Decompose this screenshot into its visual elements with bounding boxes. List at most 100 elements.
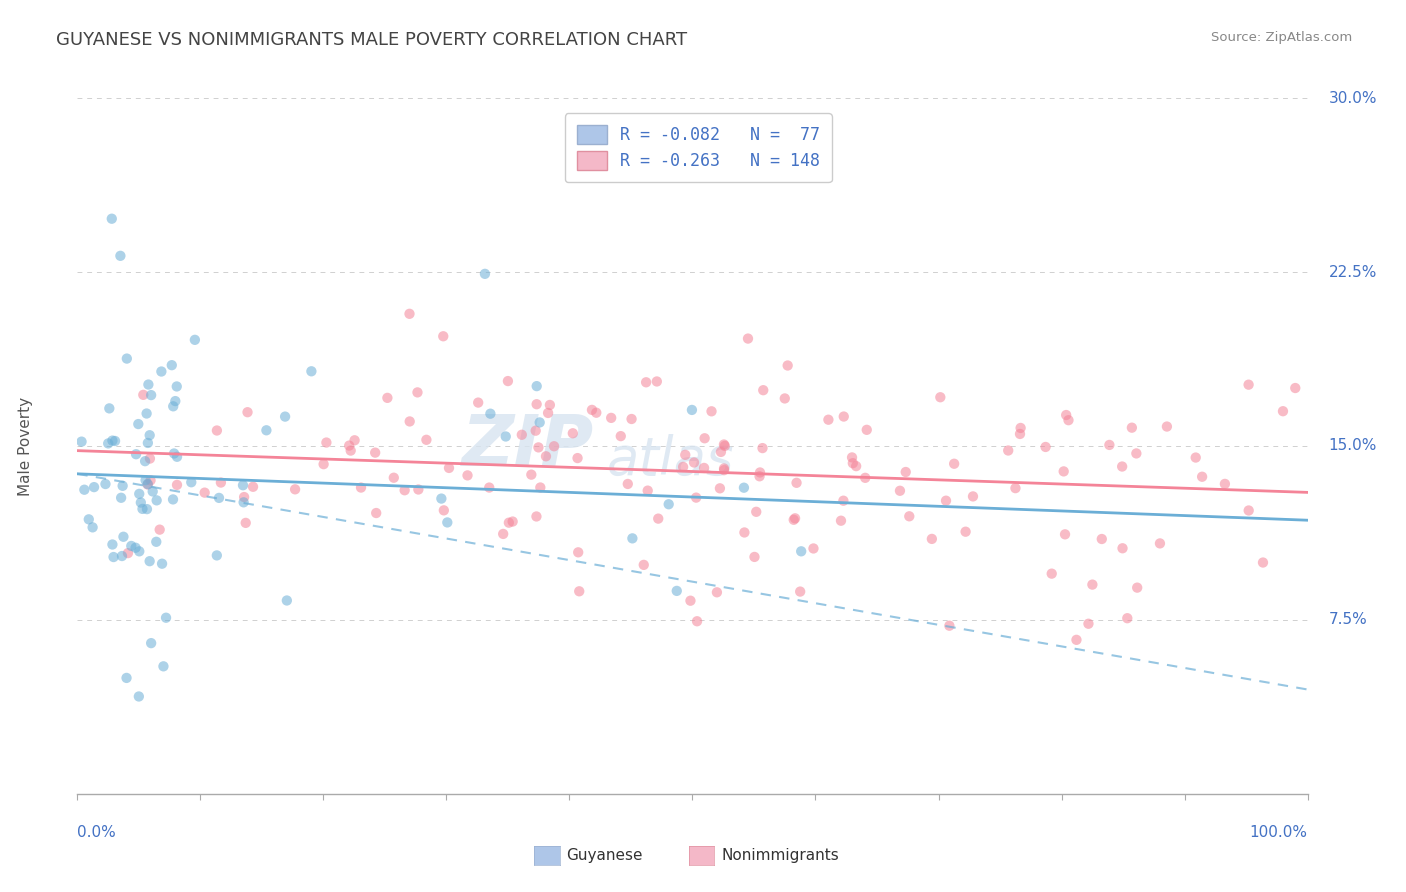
Point <box>817 413 839 427</box>
Point <box>398 414 420 428</box>
Point <box>150 557 173 571</box>
Point <box>693 461 716 475</box>
Point <box>1053 527 1076 541</box>
Point <box>155 611 177 625</box>
Point <box>842 456 865 470</box>
Point <box>194 485 217 500</box>
Point <box>73 483 96 497</box>
Point <box>498 516 520 530</box>
Point <box>166 450 188 464</box>
Point <box>128 487 150 501</box>
Point <box>184 333 207 347</box>
Point <box>935 493 957 508</box>
Point <box>713 461 735 475</box>
Point <box>165 394 187 409</box>
Point <box>145 534 167 549</box>
Point <box>457 468 479 483</box>
Point <box>415 433 437 447</box>
Point <box>1077 616 1099 631</box>
Point <box>492 527 515 541</box>
Point <box>1054 408 1077 422</box>
Point <box>745 505 768 519</box>
Point <box>101 537 124 551</box>
Point <box>1004 481 1026 495</box>
Point <box>129 495 152 509</box>
Point <box>236 405 259 419</box>
Point <box>841 450 863 465</box>
Point <box>117 546 139 560</box>
Point <box>636 376 658 390</box>
Point <box>709 481 731 495</box>
Point <box>139 451 162 466</box>
Point <box>526 379 548 393</box>
Legend: R = -0.082   N =  77, R = -0.263   N = 148: R = -0.082 N = 77, R = -0.263 N = 148 <box>565 113 832 182</box>
Point <box>110 491 132 505</box>
Point <box>136 477 159 491</box>
Point <box>139 474 162 488</box>
Point <box>478 481 501 495</box>
Text: 15.0%: 15.0% <box>1329 439 1376 453</box>
Point <box>955 524 977 539</box>
Point <box>1125 446 1147 460</box>
Point <box>776 359 799 373</box>
Point <box>567 545 589 559</box>
Point <box>647 511 669 525</box>
Point <box>496 374 519 388</box>
Point <box>1111 459 1133 474</box>
Point <box>145 493 167 508</box>
Point <box>1284 381 1306 395</box>
Point <box>134 454 156 468</box>
Point <box>621 532 644 546</box>
Point <box>132 388 155 402</box>
Point <box>1008 426 1031 441</box>
Point <box>733 525 755 540</box>
Point <box>713 437 735 451</box>
Point <box>138 428 160 442</box>
Point <box>929 390 952 404</box>
Point <box>242 480 264 494</box>
Point <box>366 506 388 520</box>
Point <box>526 509 548 524</box>
Point <box>135 473 157 487</box>
Point <box>125 447 148 461</box>
Point <box>135 407 157 421</box>
Point <box>943 457 966 471</box>
Point <box>138 377 160 392</box>
Point <box>581 403 603 417</box>
Point <box>180 475 202 490</box>
Text: 0.0%: 0.0% <box>77 825 117 840</box>
Point <box>432 329 454 343</box>
Point <box>104 434 127 448</box>
Point <box>1251 556 1274 570</box>
Point <box>160 358 183 372</box>
Point <box>343 434 366 448</box>
Point <box>620 412 643 426</box>
Point <box>714 439 737 453</box>
Point <box>790 544 813 558</box>
Point <box>1057 413 1080 427</box>
Text: 7.5%: 7.5% <box>1329 613 1368 627</box>
Point <box>209 475 232 490</box>
Point <box>166 478 188 492</box>
Point <box>1191 469 1213 483</box>
Point <box>205 549 228 563</box>
Point <box>101 434 124 448</box>
Point <box>710 445 733 459</box>
Point <box>683 456 706 470</box>
Point <box>1066 632 1088 647</box>
Point <box>136 502 159 516</box>
Point <box>166 379 188 393</box>
Point <box>538 398 561 412</box>
Point <box>1116 611 1139 625</box>
Point <box>706 585 728 599</box>
Point <box>693 431 716 445</box>
Point <box>502 515 524 529</box>
Point <box>830 514 852 528</box>
Point <box>938 618 960 632</box>
Point <box>337 439 360 453</box>
Point <box>479 407 502 421</box>
Point <box>520 467 543 482</box>
Point <box>467 395 489 409</box>
Point <box>110 249 132 263</box>
Point <box>1010 421 1032 435</box>
